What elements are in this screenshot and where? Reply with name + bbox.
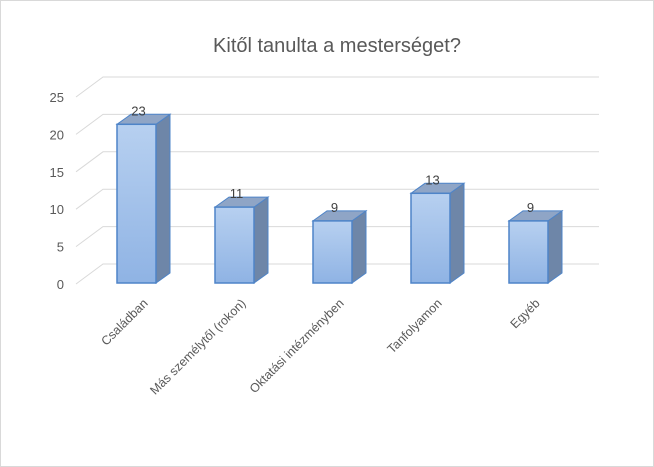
- data-label: 11: [230, 186, 244, 201]
- bar-side: [155, 113, 171, 284]
- bar-front: [410, 192, 451, 284]
- y-axis-ticks: 0 5 10 15 20 25: [50, 90, 64, 292]
- y-tick-label: 25: [50, 90, 64, 105]
- y-tick-label: 10: [50, 202, 64, 217]
- y-tick-label: 15: [50, 165, 64, 180]
- data-label: 9: [331, 200, 338, 215]
- bar-front: [214, 206, 255, 284]
- category-label: Családban: [98, 296, 150, 348]
- category-label: Egyéb: [508, 296, 543, 331]
- data-label: 23: [131, 103, 145, 118]
- data-label: 9: [527, 200, 534, 215]
- y-tick-label: 20: [50, 127, 64, 142]
- bar-side: [253, 196, 269, 284]
- bar-front: [116, 123, 157, 284]
- bar: [311, 209, 368, 284]
- bar-side: [351, 209, 367, 284]
- data-labels: 23 11 9 13 9: [131, 103, 534, 215]
- bar: [213, 196, 270, 284]
- bar: [409, 182, 466, 284]
- category-label: Oktatási intézményben: [247, 296, 347, 396]
- chart-title: Kitől tanulta a mesterséget?: [213, 35, 461, 57]
- data-label: 13: [425, 172, 439, 187]
- y-tick-label: 5: [57, 240, 64, 255]
- bar: [507, 209, 564, 284]
- bar-front: [312, 220, 353, 284]
- bars: [115, 113, 564, 284]
- bar-side: [449, 182, 465, 284]
- y-tick-label: 0: [57, 277, 64, 292]
- gridline: [75, 76, 599, 98]
- bar: [115, 113, 172, 284]
- gridline: [75, 113, 599, 135]
- bar-front: [508, 220, 549, 284]
- category-label: Más személytől (rokon): [147, 296, 248, 397]
- gridline: [75, 151, 599, 173]
- bar-side: [547, 209, 563, 284]
- category-label: Tanfolyamon: [385, 296, 445, 356]
